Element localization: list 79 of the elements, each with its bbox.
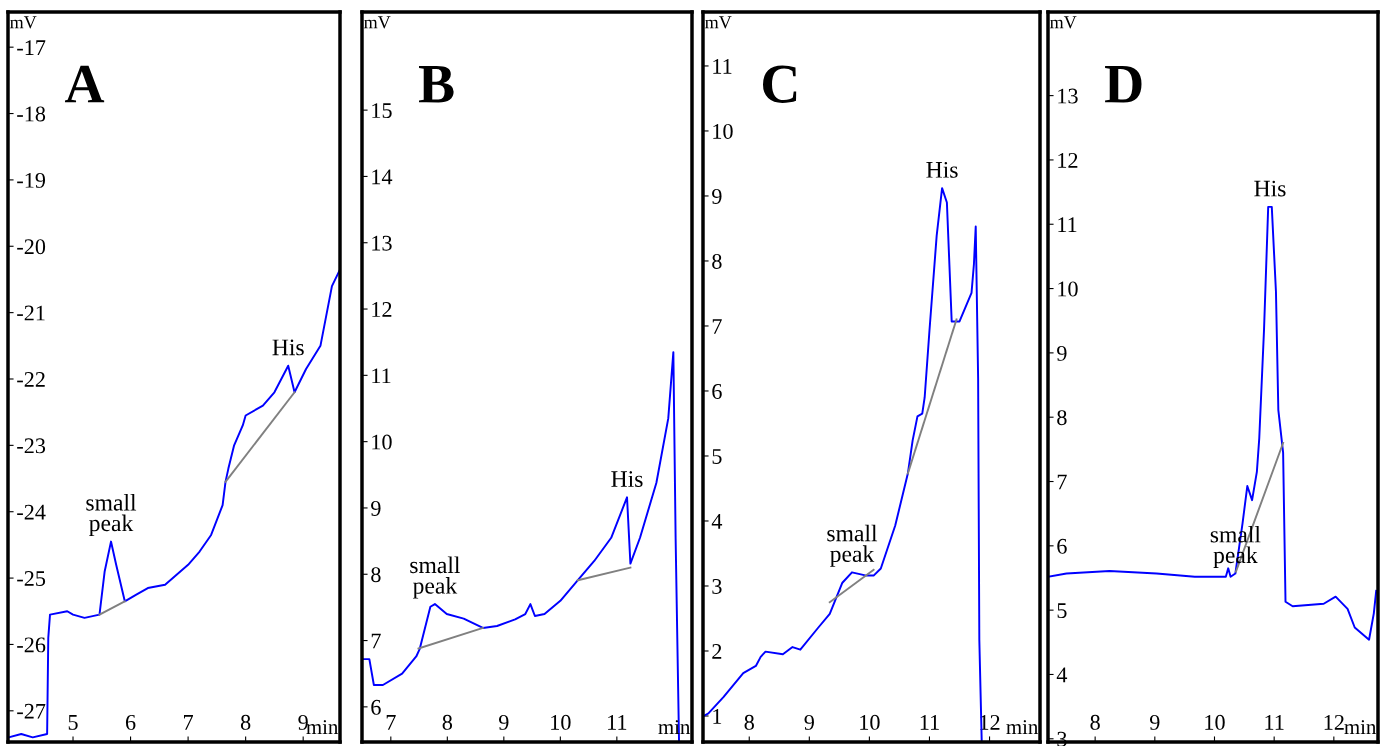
x-tick-label: 10 — [551, 714, 571, 730]
y-tick-label: -20 — [17, 239, 46, 255]
y-tick-label: 8 — [712, 253, 722, 269]
y-tick-label: 15 — [372, 103, 392, 119]
y-tick-label: 2 — [712, 643, 722, 659]
y-tick-label: -21 — [17, 305, 45, 321]
x-tick-label: 11 — [1265, 714, 1284, 730]
y-tick-label: 3 — [712, 578, 722, 594]
y-axis-title: mV — [364, 16, 391, 29]
y-tick-label: 9 — [1057, 345, 1067, 361]
line-series — [1048, 205, 1378, 641]
annotation: small peak — [86, 494, 137, 537]
y-axis-title: mV — [705, 16, 732, 29]
y-tick-label: 1 — [713, 709, 722, 724]
x-axis-title: min — [1006, 720, 1038, 734]
y-tick-label: 8 — [1057, 410, 1067, 426]
x-tick-label: 9 — [298, 714, 308, 730]
y-tick-label: 8 — [371, 567, 381, 583]
x-tick-label: 10 — [1205, 714, 1225, 730]
text: D — [1105, 65, 1142, 103]
x-tick-label: 8 — [442, 714, 453, 730]
text: C — [763, 65, 797, 103]
y-tick-label: 7 — [371, 633, 381, 649]
annotation: small peak — [827, 524, 878, 567]
y-tick-label: -25 — [17, 571, 46, 587]
annotation: His — [1254, 180, 1286, 197]
y-axis-title: mV — [1050, 16, 1077, 29]
y-axis-title: mV — [10, 16, 37, 29]
x-tick-label: 11 — [608, 714, 627, 730]
y-tick-label: -19 — [17, 172, 46, 188]
y-tick-label: 11 — [1058, 217, 1077, 232]
y-tick-label: -23 — [17, 438, 46, 454]
y-tick-label: 13 — [372, 235, 392, 251]
x-axis-title: min — [306, 720, 339, 734]
y-tick-label: 9 — [712, 188, 722, 204]
y-tick-label: 6 — [371, 699, 381, 715]
x-tick-label: 8 — [240, 714, 251, 730]
text: B — [419, 65, 454, 103]
x-tick-label: 9 — [804, 714, 814, 730]
x-tick-label: 9 — [1149, 714, 1160, 730]
annotation: His — [272, 339, 304, 356]
y-tick-label: 4 — [711, 514, 723, 529]
y-tick-label: 5 — [712, 449, 722, 464]
x-tick-label: 12 — [1324, 714, 1344, 730]
y-tick-label: -17 — [17, 40, 46, 55]
x-tick-label: 10 — [860, 714, 880, 730]
y-tick-label: 13 — [1058, 88, 1078, 104]
y-tick-label: 7 — [712, 319, 722, 334]
y-tick-label: 6 — [712, 383, 722, 399]
x-tick-label: 7 — [184, 715, 194, 730]
x-tick-label: 9 — [498, 714, 509, 730]
y-tick-label: 11 — [713, 58, 732, 74]
annotation: His — [611, 471, 643, 487]
y-tick-label: 11 — [372, 368, 391, 384]
y-tick-label: 10 — [372, 434, 392, 450]
y-tick-label: 12 — [1058, 152, 1078, 168]
y-tick-label: 12 — [372, 302, 392, 317]
y-tick-label: 10 — [1058, 281, 1078, 297]
text: A — [64, 65, 105, 103]
x-axis-title: min — [1344, 720, 1377, 734]
y-tick-label: 4 — [1056, 667, 1068, 683]
y-tick-label: -22 — [17, 371, 45, 387]
y-tick-label: 14 — [372, 169, 393, 185]
annotation: His — [926, 161, 958, 178]
x-tick-label: 8 — [744, 714, 754, 730]
y-tick-label: 5 — [1057, 603, 1067, 619]
y-tick-label: 6 — [1057, 538, 1067, 554]
x-tick-label: 6 — [125, 714, 136, 730]
x-tick-label: 5 — [68, 715, 78, 730]
y-tick-label: -24 — [17, 504, 46, 520]
y-tick-label: 10 — [713, 123, 733, 139]
annotation: small peak — [410, 556, 460, 599]
y-tick-label: -26 — [17, 637, 46, 653]
x-tick-label: 11 — [920, 714, 939, 730]
x-tick-label: 8 — [1090, 714, 1100, 730]
y-tick-label: -18 — [17, 106, 46, 122]
y-tick-label: -27 — [17, 703, 46, 719]
y-tick-label: 7 — [1057, 474, 1067, 490]
y-tick-label: 9 — [371, 500, 381, 516]
